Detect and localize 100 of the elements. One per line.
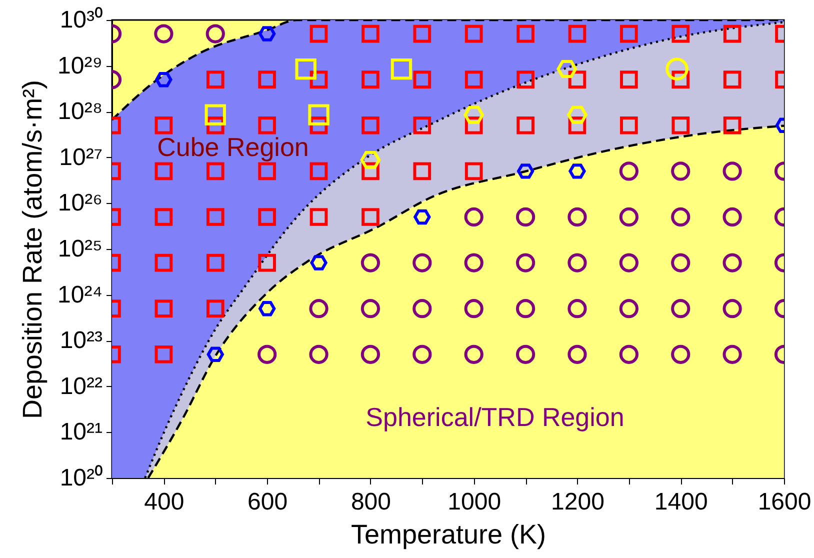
point (258, 70, 276, 89)
point (723, 116, 742, 134)
point (390, 58, 412, 80)
point (206, 208, 224, 226)
point (671, 344, 690, 364)
point (154, 300, 173, 318)
point (412, 344, 432, 364)
x-tick-label: 1400 (654, 488, 708, 516)
point (360, 253, 380, 272)
x-tick-label: 400 (144, 488, 184, 516)
x-tick-label: 1200 (551, 488, 604, 516)
point (204, 104, 226, 126)
point (413, 70, 432, 89)
point (619, 344, 638, 364)
point (722, 207, 742, 227)
y-tick-label: 10²⁵ (58, 236, 102, 262)
point (516, 299, 536, 318)
point (671, 299, 690, 318)
point (723, 70, 742, 89)
point (412, 253, 432, 272)
point (671, 253, 690, 272)
point (464, 253, 484, 272)
point (556, 60, 578, 78)
point (362, 24, 380, 43)
point (155, 72, 172, 88)
point (722, 344, 742, 364)
point (362, 70, 380, 89)
point (154, 208, 173, 226)
point (568, 164, 586, 179)
point (516, 207, 536, 227)
point (620, 24, 638, 43)
point (666, 58, 688, 80)
point (206, 162, 224, 180)
point (412, 299, 432, 318)
point (258, 208, 276, 226)
point (154, 345, 173, 364)
point (619, 162, 638, 181)
point (154, 162, 173, 180)
point (671, 162, 690, 181)
point (258, 116, 276, 134)
x-axis-title: Temperature (K) (350, 520, 546, 550)
point (154, 254, 173, 272)
point (258, 254, 276, 272)
point (464, 207, 484, 227)
point (568, 24, 586, 43)
point (206, 254, 224, 272)
point (723, 24, 742, 43)
point (362, 208, 380, 226)
point (568, 344, 587, 364)
point (360, 344, 380, 364)
point (620, 116, 638, 134)
point (722, 299, 742, 318)
point (516, 70, 534, 89)
point (295, 58, 316, 80)
point (619, 253, 638, 272)
y-tick-label: 10²² (60, 372, 102, 400)
point (464, 344, 484, 364)
y-tick-label: 10²⁸ (58, 98, 102, 126)
point (206, 346, 224, 362)
point (310, 24, 328, 43)
point (413, 24, 432, 43)
point (516, 344, 536, 364)
point (568, 207, 587, 227)
point (206, 24, 225, 44)
point (516, 116, 534, 134)
point (310, 255, 328, 270)
point (516, 24, 534, 43)
y-tick-label: 10²³ (60, 327, 102, 354)
y-tick-label: 10²⁹ (58, 52, 102, 80)
point (671, 207, 690, 227)
point (464, 162, 483, 180)
annotation: Spherical/TRD Region (366, 402, 624, 432)
y-axis-title: Deposition Rate (atom/s·m²) (18, 80, 48, 420)
annotation: Cube Region (157, 132, 309, 162)
y-tick-label: 10³⁰ (60, 6, 102, 34)
y-tick-label: 10²⁶ (58, 190, 102, 217)
point (310, 208, 328, 226)
point (619, 299, 638, 318)
point (309, 299, 328, 318)
point (464, 24, 483, 43)
point (672, 116, 690, 134)
point (154, 116, 173, 134)
y-tick-label: 10²⁴ (58, 281, 102, 308)
y-tick-label: 10²⁷ (59, 144, 102, 171)
point (414, 209, 431, 225)
point (360, 299, 380, 318)
point (722, 162, 742, 181)
point (308, 104, 330, 126)
point (464, 299, 484, 318)
x-tick-label: 600 (248, 488, 288, 516)
point (206, 300, 224, 318)
x-tick-label: 800 (350, 488, 391, 516)
point (413, 162, 432, 180)
point (464, 70, 483, 89)
point (568, 299, 587, 318)
point (258, 162, 276, 180)
point (413, 116, 432, 134)
point (516, 164, 534, 179)
point (258, 344, 277, 364)
point (722, 253, 742, 272)
